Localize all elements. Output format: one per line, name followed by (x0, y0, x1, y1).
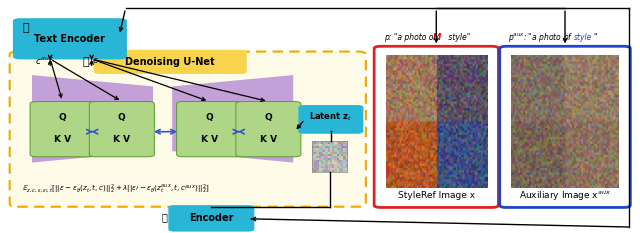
Text: Q: Q (205, 113, 213, 122)
Text: 🔒: 🔒 (161, 212, 167, 222)
FancyBboxPatch shape (177, 102, 242, 157)
FancyBboxPatch shape (90, 102, 154, 157)
Text: K V: K V (260, 135, 277, 144)
Text: 🔥: 🔥 (22, 23, 29, 33)
Text: p$^{aux}$: "a photo of: p$^{aux}$: "a photo of (508, 31, 573, 44)
Text: style": style" (446, 33, 470, 41)
FancyBboxPatch shape (30, 102, 95, 157)
Text: Q: Q (118, 113, 125, 122)
Text: Denoising U-Net: Denoising U-Net (125, 57, 215, 67)
FancyBboxPatch shape (298, 105, 364, 134)
Polygon shape (172, 75, 293, 163)
Text: M: M (433, 33, 441, 41)
Text: $\mathbb{E}_{z,c,\varepsilon,\varepsilon\prime,t}[||\varepsilon - \varepsilon_\t: $\mathbb{E}_{z,c,\varepsilon,\varepsilon… (22, 182, 209, 196)
FancyBboxPatch shape (236, 102, 301, 157)
Text: style: style (573, 33, 592, 41)
Text: Text Encoder: Text Encoder (35, 34, 106, 44)
FancyBboxPatch shape (168, 205, 254, 232)
Text: StyleRef Image x: StyleRef Image x (397, 192, 475, 200)
Text: Encoder: Encoder (189, 213, 234, 223)
Text: $c^{aux}$: $c^{aux}$ (35, 55, 54, 66)
Text: Auxiliary Image x$^{aux}$: Auxiliary Image x$^{aux}$ (519, 189, 611, 202)
Polygon shape (32, 75, 153, 163)
Text: Latent z$_t$: Latent z$_t$ (309, 111, 353, 123)
Text: Q: Q (59, 113, 67, 122)
Text: Q: Q (264, 113, 272, 122)
FancyBboxPatch shape (500, 46, 630, 207)
FancyBboxPatch shape (374, 46, 499, 207)
Text: K V: K V (200, 135, 218, 144)
Text: 🔥: 🔥 (83, 57, 90, 67)
FancyBboxPatch shape (13, 18, 127, 59)
FancyBboxPatch shape (94, 50, 246, 74)
FancyBboxPatch shape (10, 51, 366, 207)
Text: $c$: $c$ (92, 56, 99, 65)
Text: p: "a photo of: p: "a photo of (384, 33, 438, 41)
Text: K V: K V (54, 135, 71, 144)
Text: K V: K V (113, 135, 131, 144)
Text: ": " (593, 33, 597, 41)
